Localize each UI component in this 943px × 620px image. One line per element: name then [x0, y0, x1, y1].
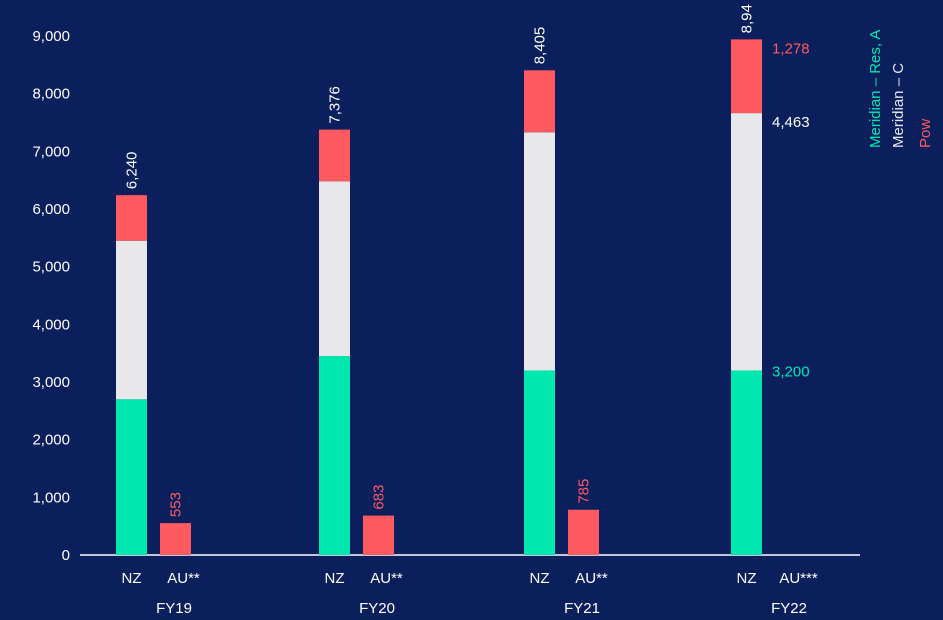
segment-label-residential: 3,200: [772, 363, 810, 380]
y-tick-label: 7,000: [32, 143, 70, 160]
legend-item-residential: Meridian – Res, A: [867, 30, 884, 148]
bar-segment-powershop: [568, 509, 599, 555]
bar-segment-powershop: [319, 129, 350, 182]
bar-category-label: AU***: [779, 570, 818, 587]
bar-segment-powershop: [731, 39, 762, 114]
y-tick-label: 8,000: [32, 86, 70, 103]
y-tick-label: 6,000: [32, 201, 70, 218]
bar-category-label: NZ: [737, 570, 757, 587]
group-label: FY21: [564, 600, 600, 617]
segment-label-commercial: 4,463: [772, 114, 810, 131]
bar-segment-powershop: [160, 523, 191, 555]
group-label: FY20: [359, 600, 395, 617]
bar-segment-residential: [116, 399, 147, 555]
y-tick-label: 9,000: [32, 28, 70, 45]
bar-total-label: 785: [576, 479, 593, 504]
bar-total-label: 6,240: [124, 152, 141, 190]
group-label: FY22: [771, 600, 807, 617]
bar-total-label: 8,405: [532, 27, 549, 65]
bar-segment-powershop: [524, 70, 555, 133]
bar-segment-commercial: [319, 181, 350, 357]
bar-segment-residential: [319, 356, 350, 555]
bar-segment-commercial: [731, 113, 762, 371]
group-label: FY19: [156, 600, 192, 617]
bar-segment-commercial: [524, 132, 555, 371]
y-tick-label: 4,000: [32, 316, 70, 333]
bar-category-label: AU**: [370, 570, 403, 587]
bar-total-label: 553: [168, 492, 185, 517]
bar-total-label: 683: [371, 485, 388, 510]
bar-segment-residential: [524, 370, 555, 555]
bar-segment-commercial: [116, 240, 147, 400]
bar-category-label: NZ: [325, 570, 345, 587]
legend-item-commercial: Meridian – C: [890, 63, 907, 148]
bar-total-label: 8,94: [739, 4, 756, 33]
bar-segment-powershop: [363, 515, 394, 555]
y-tick-label: 2,000: [32, 432, 70, 449]
y-tick-label: 0: [62, 547, 70, 564]
y-tick-label: 5,000: [32, 259, 70, 276]
legend-item-powershop: Pow: [917, 119, 934, 148]
bar-category-label: NZ: [530, 570, 550, 587]
bar-category-label: NZ: [122, 570, 142, 587]
bar-segment-residential: [731, 370, 762, 555]
y-tick-label: 3,000: [32, 374, 70, 391]
bar-total-label: 7,376: [327, 86, 344, 124]
bar-category-label: AU**: [575, 570, 608, 587]
bar-category-label: AU**: [167, 570, 200, 587]
segment-label-powershop: 1,278: [772, 40, 810, 57]
y-tick-label: 1,000: [32, 489, 70, 506]
bar-segment-powershop: [116, 195, 147, 241]
